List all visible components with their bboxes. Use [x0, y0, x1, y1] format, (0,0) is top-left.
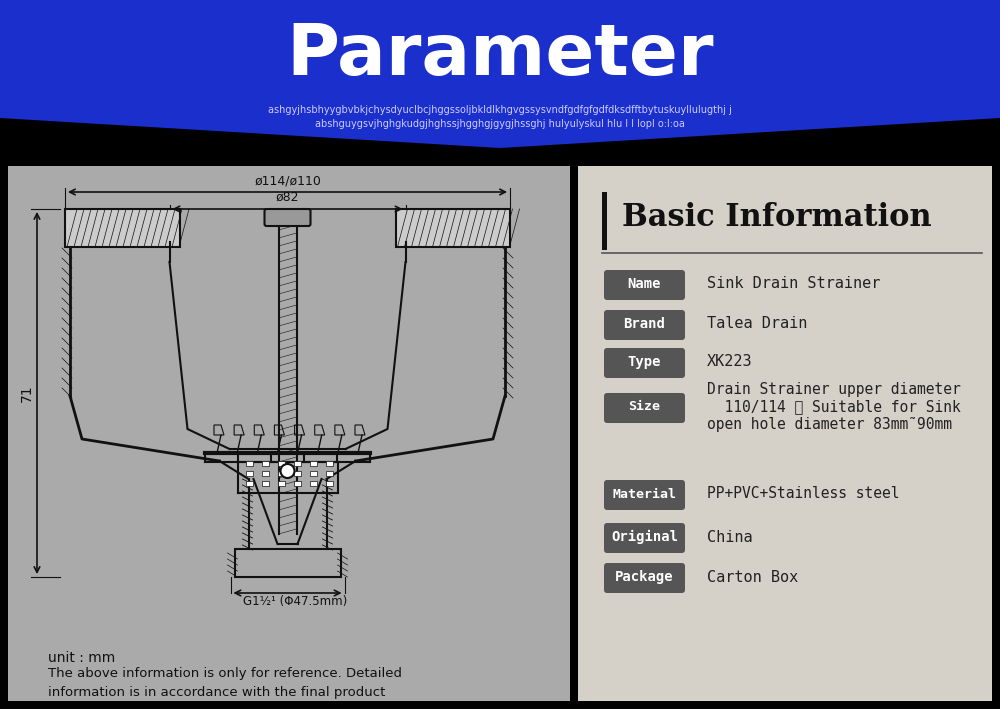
Text: China: China: [707, 530, 753, 545]
FancyBboxPatch shape: [246, 481, 252, 486]
FancyBboxPatch shape: [278, 461, 285, 466]
FancyBboxPatch shape: [326, 471, 332, 476]
Circle shape: [280, 464, 294, 478]
Text: unit : mm: unit : mm: [48, 651, 115, 665]
FancyBboxPatch shape: [602, 192, 607, 250]
FancyBboxPatch shape: [604, 563, 685, 593]
FancyBboxPatch shape: [604, 480, 685, 510]
FancyBboxPatch shape: [246, 461, 252, 466]
Polygon shape: [0, 118, 130, 158]
Text: Type: Type: [628, 355, 661, 369]
Text: Size: Size: [629, 401, 660, 413]
Text: Basic Information: Basic Information: [622, 203, 932, 233]
FancyBboxPatch shape: [310, 461, 316, 466]
FancyBboxPatch shape: [310, 481, 316, 486]
FancyBboxPatch shape: [8, 166, 570, 701]
FancyBboxPatch shape: [604, 523, 685, 553]
FancyBboxPatch shape: [294, 461, 300, 466]
FancyBboxPatch shape: [278, 471, 285, 476]
FancyBboxPatch shape: [262, 471, 268, 476]
FancyBboxPatch shape: [604, 310, 685, 340]
Text: Name: Name: [628, 277, 661, 291]
Text: Brand: Brand: [624, 317, 665, 331]
FancyBboxPatch shape: [278, 481, 285, 486]
Text: 71: 71: [20, 384, 34, 402]
Text: The above information is only for reference. Detailed
information is in accordan: The above information is only for refere…: [48, 667, 402, 699]
FancyBboxPatch shape: [604, 393, 685, 423]
Polygon shape: [870, 118, 1000, 158]
Text: PP+PVC+Stainless steel: PP+PVC+Stainless steel: [707, 486, 900, 501]
Text: ø82: ø82: [276, 191, 299, 204]
FancyBboxPatch shape: [604, 348, 685, 378]
Text: XK223: XK223: [707, 354, 753, 369]
Text: Material: Material: [612, 488, 676, 501]
FancyBboxPatch shape: [246, 471, 252, 476]
Text: Sink Drain Strainer: Sink Drain Strainer: [707, 277, 880, 291]
Polygon shape: [0, 0, 1000, 148]
Text: Package: Package: [615, 570, 674, 584]
FancyBboxPatch shape: [604, 270, 685, 300]
FancyBboxPatch shape: [310, 471, 316, 476]
Text: Carton Box: Carton Box: [707, 569, 798, 584]
FancyBboxPatch shape: [294, 481, 300, 486]
FancyBboxPatch shape: [326, 481, 332, 486]
Polygon shape: [396, 209, 510, 247]
Text: Drain Strainer upper diameter
  110/114 ， Suitable for Sink
open hole diameter 8: Drain Strainer upper diameter 110/114 ， …: [707, 382, 961, 432]
Text: ø114/ø110: ø114/ø110: [254, 174, 321, 187]
Text: abshguygsvjhghgkudgjhghssjhgghgjgygjhssghj hulyulyskul hlu l l lopl o:l:oa: abshguygsvjhghgkudgjhghssjhgghgjgygjhssg…: [315, 119, 685, 129]
Text: Original: Original: [611, 530, 678, 544]
FancyBboxPatch shape: [264, 209, 310, 226]
FancyBboxPatch shape: [294, 471, 300, 476]
Text: G1½¹ (Φ47.5mm): G1½¹ (Φ47.5mm): [243, 595, 348, 608]
FancyBboxPatch shape: [262, 481, 268, 486]
Polygon shape: [65, 209, 180, 247]
FancyBboxPatch shape: [326, 461, 332, 466]
Text: Parameter: Parameter: [286, 21, 714, 89]
Text: Talea Drain: Talea Drain: [707, 316, 807, 332]
FancyBboxPatch shape: [578, 166, 992, 701]
Text: ashgyjhsbhyygbvbkjchysdyuclbcjhggssoljbkldlkhgvgssysvndfgdfgfgdfdksdfftbytuskuyl: ashgyjhsbhyygbvbkjchysdyuclbcjhggssoljbk…: [268, 105, 732, 115]
FancyBboxPatch shape: [262, 461, 268, 466]
